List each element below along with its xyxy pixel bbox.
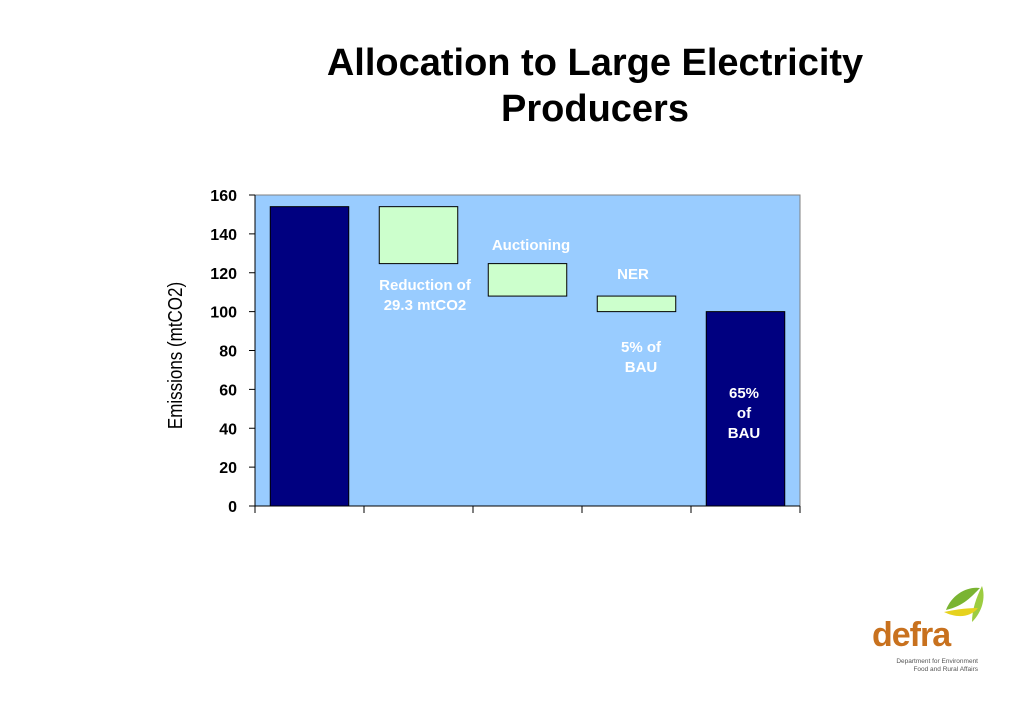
axes-group: 0 20 40 60 80 100 120 140 160 bbox=[210, 188, 801, 516]
annotation-1-line-2: 29.3 mtCO2 bbox=[384, 297, 467, 314]
annotation-5-line-1: 65% bbox=[729, 385, 759, 402]
annotation-2-line-1: Auctioning bbox=[492, 237, 570, 254]
y-tick-label: 160 bbox=[210, 188, 237, 205]
y-tick-label: 80 bbox=[219, 344, 237, 361]
leaf-icon bbox=[944, 586, 984, 622]
y-tick-label: 140 bbox=[210, 227, 237, 244]
bar-4 bbox=[596, 295, 677, 313]
y-tick-label: 120 bbox=[210, 266, 237, 283]
y-tick-label: 0 bbox=[228, 499, 237, 516]
bar-3 bbox=[487, 263, 568, 297]
annotation-5-line-3: BAU bbox=[728, 425, 761, 442]
bar-2 bbox=[378, 206, 459, 265]
annotation-5-line-2: of bbox=[737, 405, 752, 422]
annotation-4-line-1: 5% of bbox=[621, 339, 662, 356]
annotation-1-line-1: Reduction of bbox=[379, 277, 472, 294]
logo-subtitle-line-2: Food and Rural Affairs bbox=[913, 666, 978, 673]
slide-title: Allocation to Large Electricity Producer… bbox=[326, 42, 864, 130]
y-tick-label: 100 bbox=[210, 305, 237, 322]
bars-group bbox=[269, 206, 786, 507]
logo-subtitle-line-1: Department for Environment bbox=[896, 658, 978, 665]
annotation-3-line-1: NER bbox=[617, 266, 649, 283]
y-tick-label: 40 bbox=[219, 421, 237, 438]
logo-wordmark: defra bbox=[872, 616, 951, 654]
y-tick-label: 60 bbox=[219, 382, 237, 399]
defra-logo: defra Department for Environment Food an… bbox=[860, 582, 1000, 682]
annotation-4-line-2: BAU bbox=[625, 359, 658, 376]
y-axis-label: Emissions (mtCO2) bbox=[164, 282, 187, 429]
annotations-group: Reduction of 29.3 mtCO2 Auctioning NER 5% of… bbox=[379, 237, 760, 442]
bar-1 bbox=[269, 206, 350, 507]
y-tick-label: 20 bbox=[219, 460, 237, 477]
